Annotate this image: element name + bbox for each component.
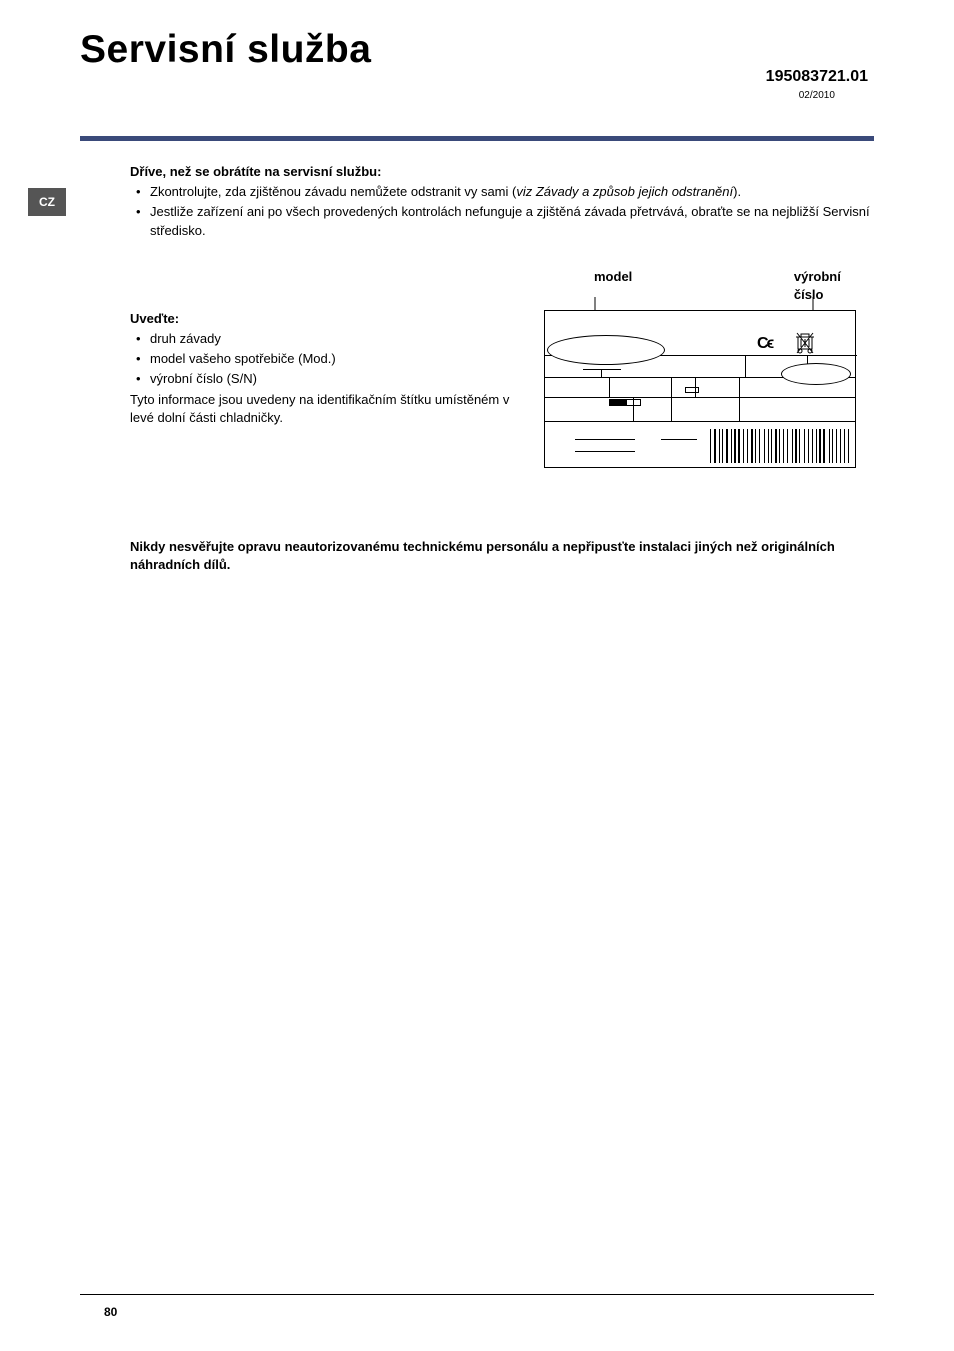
intro-list: Zkontrolujte, zda zjištěnou závadu nemůž… (130, 183, 874, 240)
two-column-section: Uveďte: druh závady model vašeho spotřeb… (130, 268, 874, 468)
rating-plate-diagram: Cϵ (544, 310, 856, 468)
plate-small-box-outline (609, 399, 641, 406)
uvedte-after: Tyto informace jsou uvedeny na identifik… (130, 391, 514, 427)
page-number: 80 (104, 1305, 117, 1319)
page: Servisní služba 195083721.01 02/2010 CZ … (0, 0, 954, 1351)
uvedte-item: model vašeho spotřebiče (Mod.) (134, 350, 514, 368)
intro-b1-italic: viz Závady a způsob jejich odstranění (516, 184, 733, 199)
uvedte-heading: Uveďte: (130, 310, 514, 328)
intro-heading: Dříve, než se obrátíte na servisní služb… (130, 163, 874, 181)
content-area: Dříve, než se obrátíte na servisní služb… (130, 163, 874, 575)
intro-bullet-1: Zkontrolujte, zda zjištěnou závadu nemůž… (134, 183, 874, 201)
page-title: Servisní služba (80, 28, 371, 72)
uvedte-list: druh závady model vašeho spotřebiče (Mod… (130, 330, 514, 389)
left-column: Uveďte: druh závady model vašeho spotřeb… (130, 268, 514, 468)
horizontal-rule (80, 136, 874, 141)
doc-date: 02/2010 (766, 90, 868, 101)
intro-b1-pre: Zkontrolujte, zda zjištěnou závadu nemůž… (150, 184, 516, 199)
callout-lines (545, 297, 857, 317)
model-ellipse (547, 335, 665, 365)
doc-number-block: 195083721.01 02/2010 (766, 68, 868, 101)
warning-text: Nikdy nesvěřujte opravu neautorizovanému… (130, 538, 874, 574)
barcode-icon (710, 429, 852, 463)
intro-bullet-2: Jestliže zařízení ani po všech provedený… (134, 203, 874, 239)
right-column: model výrobní číslo (544, 268, 874, 468)
language-tab: CZ (28, 188, 66, 216)
uvedte-item: výrobní číslo (S/N) (134, 370, 514, 388)
serial-ellipse (781, 363, 851, 385)
uvedte-item: druh závady (134, 330, 514, 348)
weee-trash-icon (793, 331, 817, 355)
page-header: Servisní služba 195083721.01 02/2010 (80, 28, 874, 101)
intro-b1-post: ). (733, 184, 741, 199)
doc-number: 195083721.01 (766, 68, 868, 86)
ce-mark-icon: Cϵ (757, 333, 772, 355)
footer-rule (80, 1294, 874, 1295)
